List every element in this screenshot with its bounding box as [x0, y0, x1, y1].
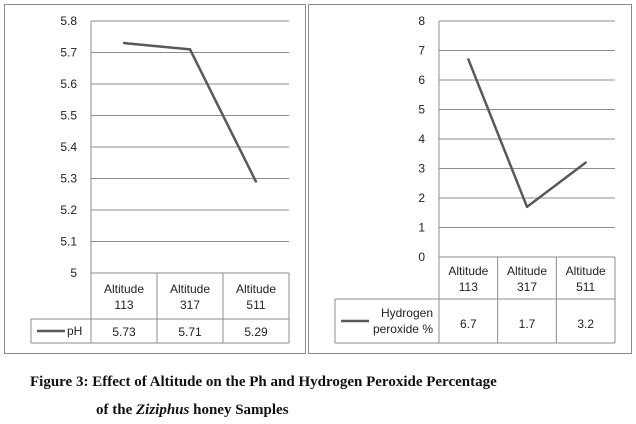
ph-chart-panel: 5 5.1 5.2 5.3 5.4 5.5 5.6 5.7 5.8 Altitude 113 5.73… [4, 4, 306, 354]
y-tick-label: 3 [418, 162, 425, 176]
y-tick-label: 6 [418, 73, 425, 87]
x-category-label: Altitude 317 [507, 264, 547, 294]
data-point [188, 48, 192, 51]
x-category-label: Altitude 511 [236, 282, 276, 312]
y-tick-label: 7 [418, 44, 425, 58]
table-value: 5.71 [178, 325, 202, 339]
data-point [467, 58, 470, 61]
table-value: 5.73 [112, 325, 136, 339]
x-category-label: Altitude 511 [566, 264, 606, 294]
table-value: 5.29 [244, 325, 268, 339]
series-line [467, 58, 587, 209]
y-tick-label: 0 [418, 250, 425, 264]
caption-line-2-prefix: of the [96, 402, 136, 418]
hydrogen-peroxide-chart-panel: 0 1 2 3 4 5 6 7 8 Altitude 113 6.7 Altitude 317 1.7 Alt… [308, 4, 632, 354]
y-tick-label: 5.5 [60, 109, 77, 123]
table-value: 3.2 [577, 317, 594, 331]
y-tick-label: 5.6 [60, 77, 77, 91]
y-tick-label: 5.4 [60, 140, 77, 154]
caption-line-1: Figure 3: Effect of Altitude on the Ph a… [30, 374, 497, 390]
data-point [254, 180, 258, 183]
data-point [122, 41, 126, 45]
legend-label: Hydrogen peroxide % [373, 306, 433, 336]
y-tick-label: 2 [418, 191, 425, 205]
table-value: 1.7 [519, 317, 536, 331]
y-tick-label: 8 [418, 14, 425, 28]
x-category-label: Altitude 113 [448, 264, 488, 294]
caption-line-2: of the Ziziphus honey Samples [30, 396, 630, 424]
y-tick-label: 5.2 [60, 203, 77, 217]
y-tick-label: 5 [418, 103, 425, 117]
y-tick-label: 1 [418, 221, 425, 235]
x-category-label: Altitude 113 [104, 282, 144, 312]
data-point [525, 205, 529, 209]
figure-caption: Figure 3: Effect of Altitude on the Ph a… [30, 368, 630, 424]
table-value: 6.7 [460, 317, 477, 331]
y-tick-label: 5.3 [60, 172, 77, 186]
y-tick-label: 5.1 [60, 235, 77, 249]
y-tick-label: 5 [70, 266, 77, 280]
x-category-label: Altitude 317 [170, 282, 210, 312]
legend-label: pH [67, 324, 82, 338]
caption-line-2-suffix: honey Samples [189, 402, 289, 418]
ph-chart: 5 5.1 5.2 5.3 5.4 5.5 5.6 5.7 5.8 Altitude 113 5.73… [30, 14, 290, 344]
hydrogen-peroxide-chart: 0 1 2 3 4 5 6 7 8 Altitude 113 6.7 Altitude 317 1.7 Alt… [334, 14, 616, 344]
caption-species: Ziziphus [136, 402, 190, 418]
y-tick-label: 4 [418, 132, 425, 146]
y-tick-label: 5.8 [60, 14, 77, 28]
series-line [123, 41, 258, 183]
y-tick-label: 5.7 [60, 46, 77, 60]
data-point [584, 161, 587, 164]
